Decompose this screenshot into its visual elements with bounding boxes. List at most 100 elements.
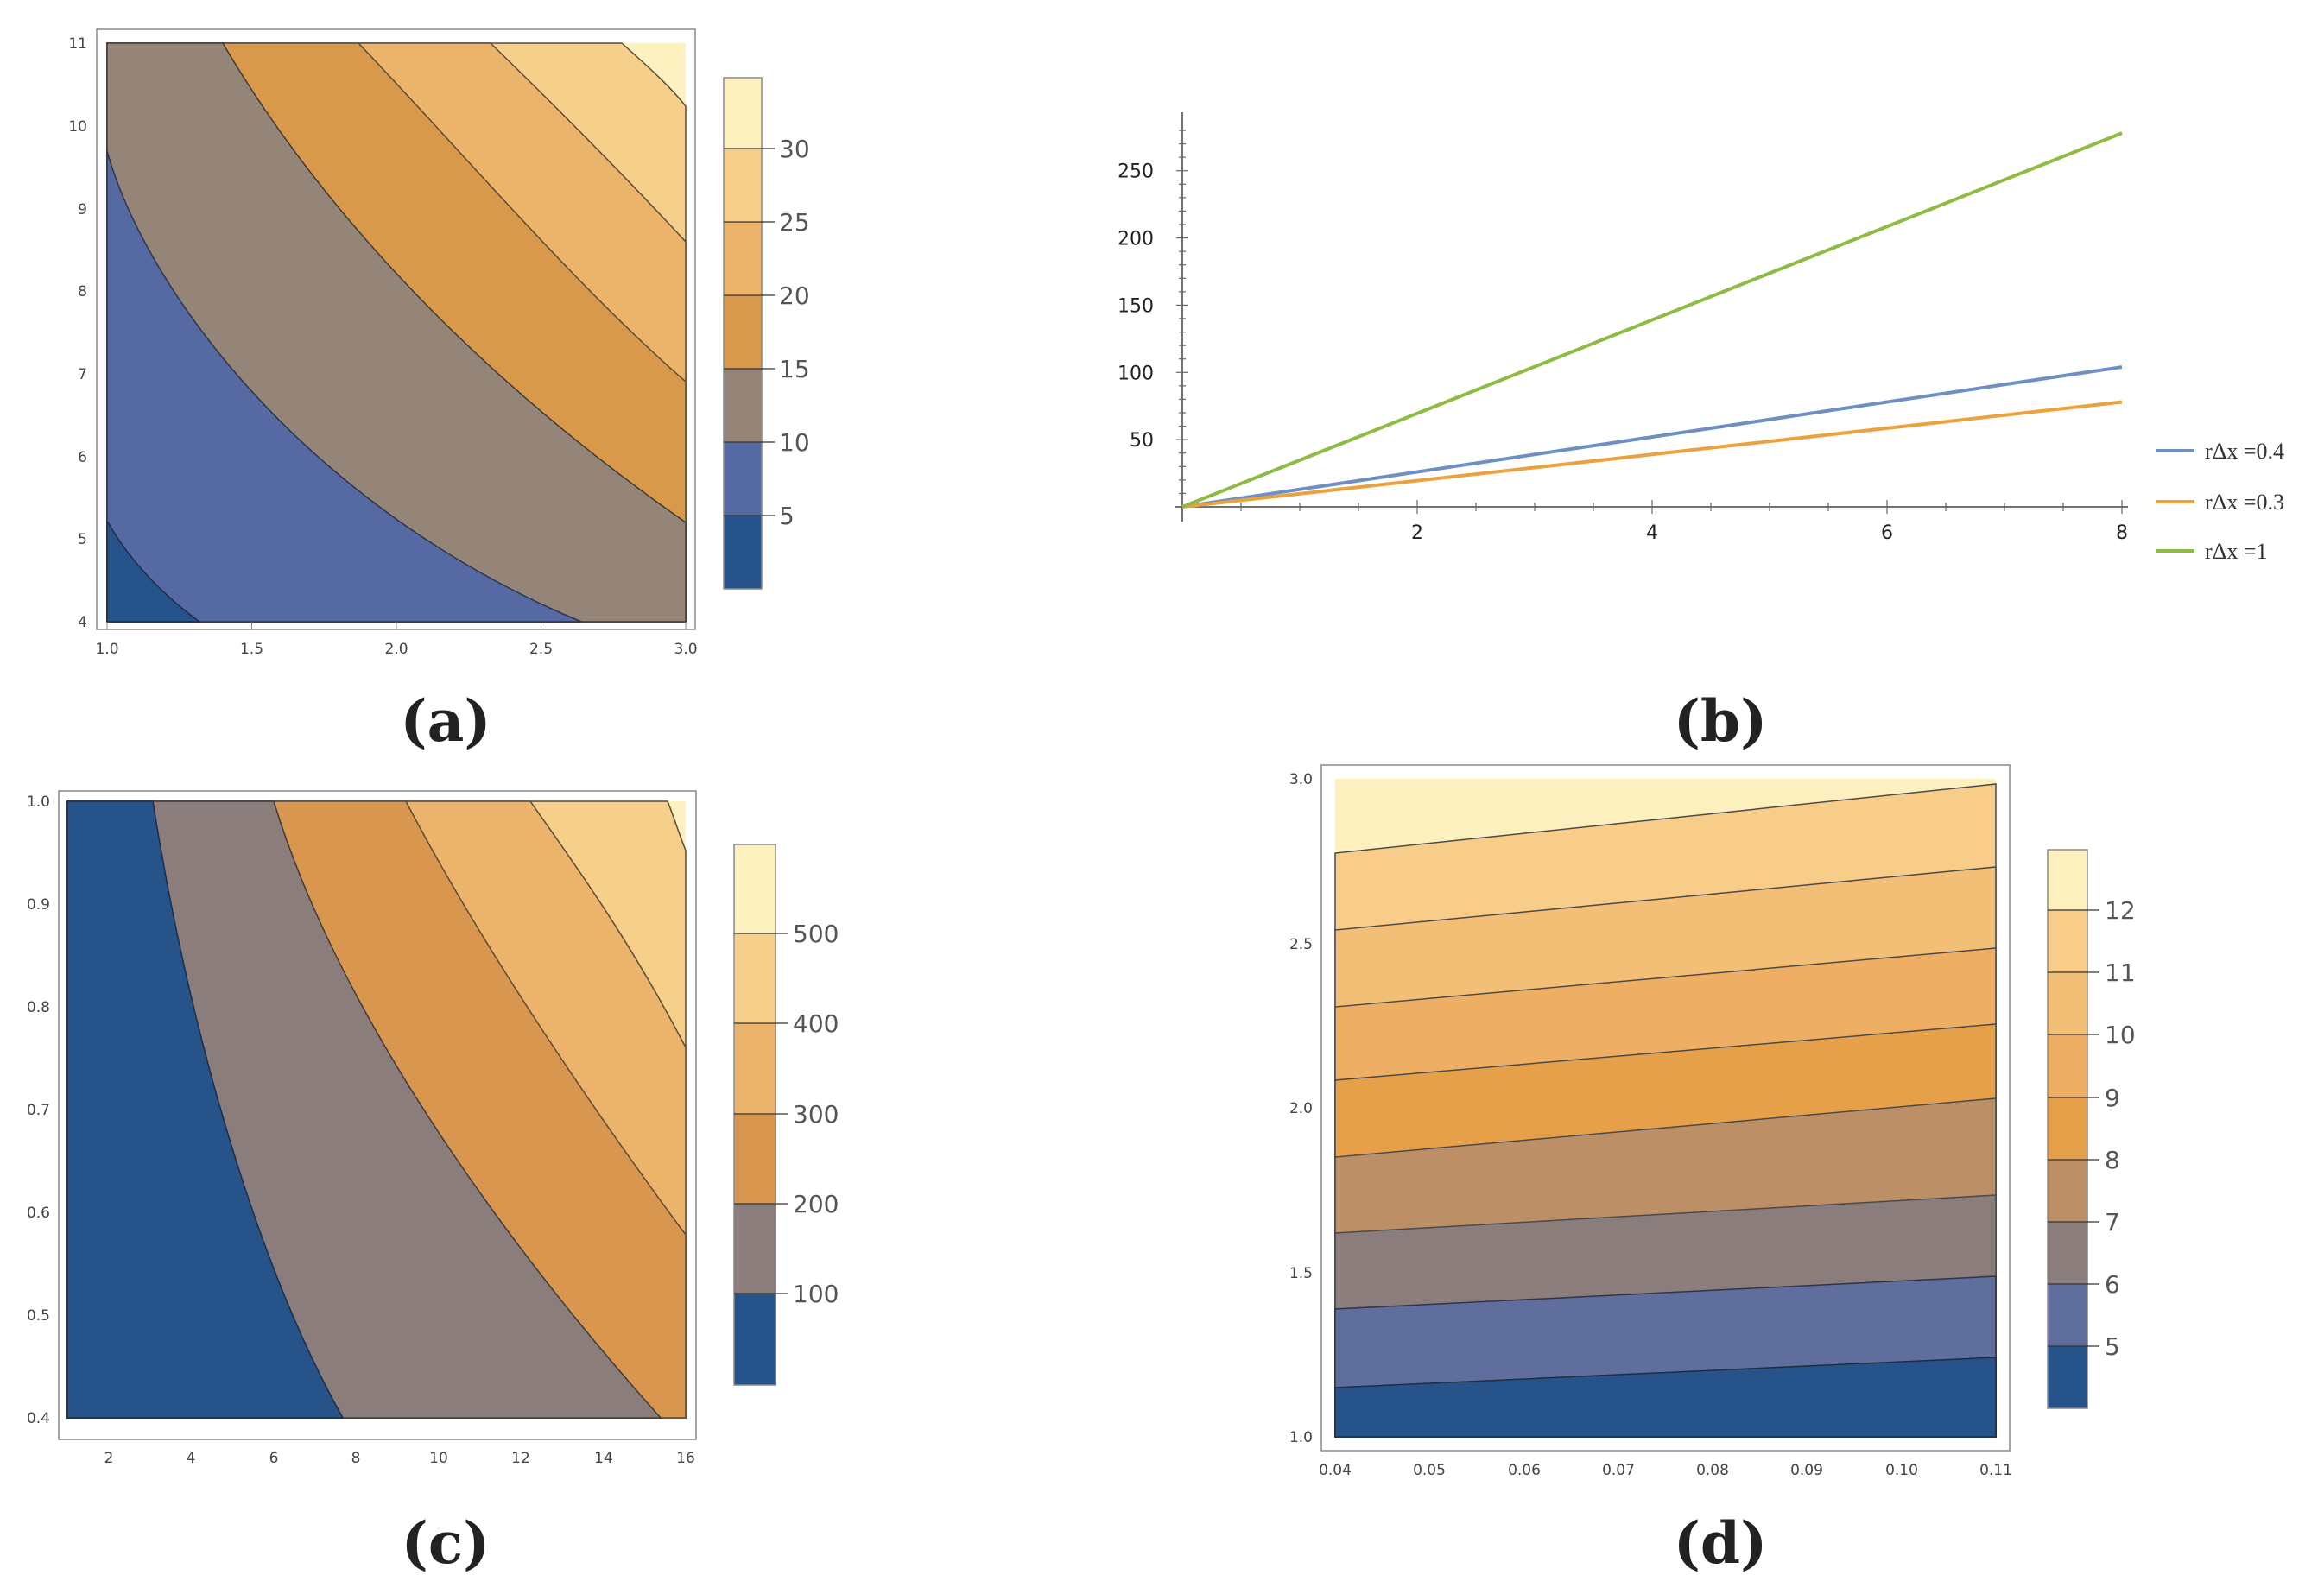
panel-b-xtick: 8 — [2116, 522, 2128, 544]
panel-a-cb-tick: 15 — [779, 355, 810, 383]
panel-d-cb-band — [2048, 1284, 2087, 1346]
panel-d-cb-band — [2048, 1160, 2087, 1222]
panel-b-caption: (b) — [1674, 687, 1768, 755]
panel-a-region-1 — [106, 518, 202, 623]
panel-b-ytick: 100 — [1118, 363, 1154, 384]
panel-d-cb-tick: 5 — [2105, 1332, 2120, 1361]
legend-label-r1: rΔx =1 — [2205, 539, 2268, 564]
panel-a-ytick: 7 — [78, 366, 87, 383]
panel-a-yaxis: 4 5 6 7 8 9 10 11 — [68, 35, 87, 631]
panel-c-cb-frame — [733, 844, 776, 1386]
panel-b-ytick: 200 — [1118, 229, 1154, 250]
panel-d-caption: (d) — [1674, 1509, 1768, 1577]
panel-d-cb-band — [2048, 1034, 2087, 1097]
panel-a-xtick: 2.0 — [384, 641, 408, 658]
panel-b-legend: rΔx =0.4 rΔx =0.3 rΔx =1 — [2156, 439, 2284, 564]
panel-b-xtick: 4 — [1646, 522, 1658, 544]
panel-c-ytick: 0.6 — [27, 1205, 50, 1222]
panel-a-cb-band — [724, 149, 762, 222]
panel-a-xtick: 1.5 — [240, 641, 263, 658]
panel-d-cb-tick: 10 — [2105, 1021, 2136, 1049]
panel-d-cb-tick: 7 — [2105, 1208, 2120, 1237]
panel-d-contour — [1334, 779, 1997, 1438]
panel-d-cb-band — [2048, 1097, 2087, 1160]
panel-b-xtick-labels: 2 4 6 8 — [1411, 522, 2128, 544]
panel-d-cb-tick: 12 — [2105, 896, 2136, 925]
panel-d-ytick: 1.0 — [1289, 1429, 1313, 1446]
panel-b-series-line-2 — [1181, 400, 2123, 509]
panel-a-caption: (a) — [400, 687, 491, 755]
panel-c-ytick: 1.0 — [27, 794, 50, 811]
panel-a-cb-tick: 20 — [779, 281, 810, 310]
panel-c-cb-band — [734, 844, 776, 933]
panel-d-ytick: 2.5 — [1289, 936, 1313, 953]
panel-d-ytick: 2.0 — [1289, 1100, 1313, 1117]
panel-b: 2 4 6 8 50 100 150 200 250 rΔx =0.4 rΔx … — [1118, 112, 2284, 755]
panel-d: 0.04 0.05 0.06 0.07 0.08 0.09 0.10 0.11 … — [1289, 764, 2136, 1577]
panel-d-xtick: 0.06 — [1508, 1462, 1541, 1479]
panel-d-cb-band — [2048, 850, 2087, 910]
panel-c-ytick: 0.7 — [27, 1102, 50, 1119]
panel-c-cb-tick: 200 — [793, 1190, 839, 1218]
panel-d-cb-band — [2048, 1222, 2087, 1284]
panel-c-xtick: 2 — [104, 1450, 114, 1467]
panel-b-series-line-1 — [1181, 365, 2123, 509]
panel-c-cb-band — [734, 1294, 776, 1385]
panel-c-cb-tick: 500 — [793, 920, 839, 948]
panel-d-cb-tick: 6 — [2105, 1270, 2120, 1299]
panel-a-xtick: 1.0 — [95, 641, 118, 658]
panel-d-ytick: 1.5 — [1289, 1265, 1313, 1282]
panel-a-cb-tick: 30 — [779, 135, 810, 163]
panel-c-colorbar: 100 200 300 400 500 — [733, 844, 839, 1386]
panel-c-ytick: 0.4 — [27, 1410, 50, 1427]
panel-d-yaxis: 1.0 1.5 2.0 2.5 3.0 — [1289, 771, 1313, 1446]
panel-c-ytick: 0.9 — [27, 896, 50, 914]
panel-a-cb-tick: 10 — [779, 428, 810, 457]
panel-a-ytick: 8 — [78, 283, 87, 300]
panel-a-cb-tick: 25 — [779, 208, 810, 237]
panel-b-ytick: 150 — [1118, 295, 1154, 317]
panel-a-ytick: 4 — [78, 614, 87, 631]
panel-c-xtick: 8 — [351, 1450, 361, 1467]
panel-a-ytick: 10 — [68, 118, 87, 136]
panel-d-colorbar: 5 6 7 8 9 10 11 12 — [2047, 849, 2136, 1409]
panel-a-cb-band — [724, 295, 762, 369]
panel-c-contour — [66, 800, 687, 1419]
panel-d-xtick: 0.07 — [1602, 1462, 1635, 1479]
panel-a-colorbar: 5 10 15 20 25 30 — [723, 77, 810, 590]
panel-c-xtick: 10 — [429, 1450, 448, 1467]
panel-c-xtick: 14 — [594, 1450, 613, 1467]
panel-b-yticks — [1176, 130, 1188, 495]
panel-d-xtick: 0.04 — [1319, 1462, 1352, 1479]
panel-d-cb-band — [2048, 910, 2087, 972]
panel-b-xtick: 6 — [1881, 522, 1893, 544]
panel-d-cb-band — [2048, 972, 2087, 1034]
panel-a-ytick: 9 — [78, 201, 87, 218]
panel-a-xaxis: 1.0 1.5 2.0 2.5 3.0 — [95, 622, 698, 658]
panel-c-xaxis: 2 4 6 8 10 12 14 16 — [104, 1450, 695, 1467]
panel-a-cb-band — [724, 78, 762, 149]
panel-d-cb-frame — [2047, 849, 2088, 1409]
panel-c-cb-tick: 100 — [793, 1280, 839, 1308]
panel-d-region-1 — [1334, 1357, 1997, 1438]
panel-c-xtick: 16 — [676, 1450, 695, 1467]
panel-c-xtick: 4 — [187, 1450, 196, 1467]
panel-c-xtick: 6 — [269, 1450, 279, 1467]
panel-b-xtick: 2 — [1411, 522, 1423, 544]
panel-c-region-1 — [66, 800, 345, 1419]
panel-c-cb-band — [734, 1023, 776, 1114]
panel-b-series-line-3 — [1181, 131, 2123, 509]
panel-a-ytick: 5 — [78, 531, 87, 548]
panel-c-cb-band — [734, 933, 776, 1023]
panel-d-xtick: 0.11 — [1979, 1462, 2012, 1479]
panel-c: 2 4 6 8 10 12 14 16 0.4 0.5 0.6 0.7 0.8 … — [27, 790, 839, 1577]
panel-c-cb-tick: 300 — [793, 1100, 839, 1129]
legend-label-r0.4: rΔx =0.4 — [2205, 439, 2284, 464]
panel-b-ytick: 250 — [1118, 161, 1154, 183]
panel-c-cb-band — [734, 1204, 776, 1294]
panel-c-caption: (c) — [402, 1509, 491, 1577]
panel-b-xticks — [1240, 500, 2123, 514]
panel-c-cb-tick: 400 — [793, 1009, 839, 1038]
panel-d-xtick: 0.10 — [1885, 1462, 1918, 1479]
